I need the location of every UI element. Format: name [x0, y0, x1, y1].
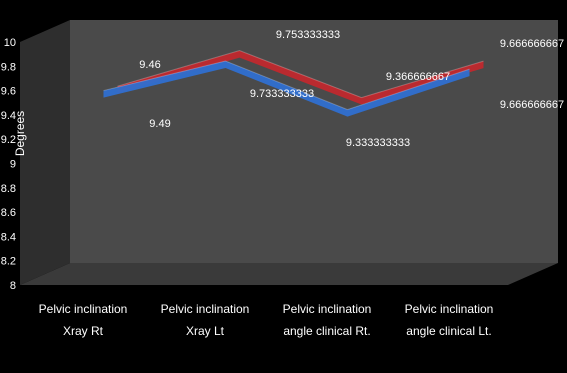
y-tick-label: 8.4	[1, 231, 16, 243]
y-tick-label: 8.8	[1, 183, 16, 195]
x-tick-label-line: Xray Rt	[63, 324, 104, 338]
side-wall	[20, 20, 70, 285]
y-tick-label: 9	[10, 159, 16, 171]
x-tick-label-line: angle clinical Rt.	[283, 324, 370, 338]
y-axis-title: Degrees	[13, 111, 27, 156]
y-tick-label: 8.6	[1, 207, 16, 219]
x-tick-label: Pelvic inclination angle clinical Lt.	[405, 302, 494, 338]
series-2-data-label: 9.46	[139, 59, 160, 71]
back-wall	[70, 20, 558, 263]
x-tick-label-line: Pelvic inclination	[283, 302, 372, 316]
x-tick-label-line: angle clinical Lt.	[406, 324, 491, 338]
y-tick-label: 8.2	[1, 256, 16, 268]
x-tick-label-line: Pelvic inclination	[405, 302, 494, 316]
floor	[20, 263, 558, 285]
series-2-data-label: 9.666666667	[500, 38, 564, 50]
series-1-data-label: 9.49	[149, 118, 170, 130]
x-tick-label-line: Pelvic inclination	[161, 302, 250, 316]
series-1-data-label: 9.733333333	[250, 88, 314, 100]
x-tick-label: Pelvic inclination Xray Lt	[161, 302, 250, 338]
x-tick-label: Pelvic inclination angle clinical Rt.	[283, 302, 372, 338]
series-2-data-label: 9.753333333	[276, 29, 340, 41]
series-2-data-label: 9.366666667	[386, 71, 450, 83]
x-tick-label-line: Xray Lt	[186, 324, 225, 338]
chart-walls	[20, 20, 558, 285]
y-tick-label: 9.6	[1, 86, 16, 98]
x-tick-label: Pelvic inclination Xray Rt	[39, 302, 128, 338]
x-tick-label-line: Pelvic inclination	[39, 302, 128, 316]
series-1-data-label: 9.666666667	[500, 99, 564, 111]
series-1-data-label: 9.333333333	[346, 137, 410, 149]
y-tick-label: 9.8	[1, 61, 16, 73]
y-tick-label: 10	[4, 37, 16, 49]
y-tick-label: 8	[10, 280, 16, 292]
